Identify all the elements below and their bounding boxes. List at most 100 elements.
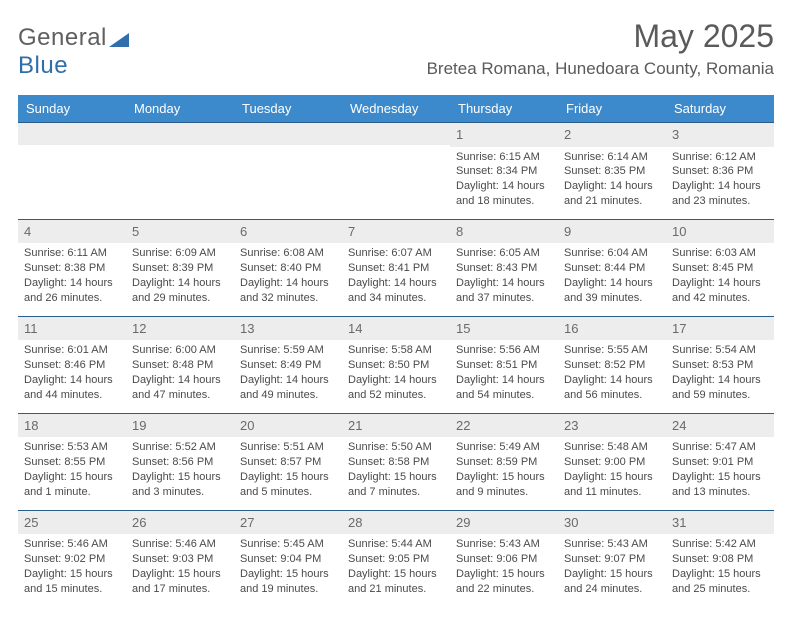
calendar-cell: 26Sunrise: 5:46 AMSunset: 9:03 PMDayligh… bbox=[126, 510, 234, 606]
day-body: Sunrise: 5:42 AMSunset: 9:08 PMDaylight:… bbox=[666, 534, 774, 606]
sunrise-text: Sunrise: 6:00 AM bbox=[132, 343, 228, 358]
sunrise-text: Sunrise: 5:42 AM bbox=[672, 537, 768, 552]
sunrise-text: Sunrise: 5:46 AM bbox=[132, 537, 228, 552]
day-body: Sunrise: 5:45 AMSunset: 9:04 PMDaylight:… bbox=[234, 534, 342, 606]
day-body: Sunrise: 5:53 AMSunset: 8:55 PMDaylight:… bbox=[18, 437, 126, 509]
sunset-text: Sunset: 8:58 PM bbox=[348, 455, 444, 470]
day-body: Sunrise: 5:47 AMSunset: 9:01 PMDaylight:… bbox=[666, 437, 774, 509]
daylight-text: Daylight: 15 hours and 22 minutes. bbox=[456, 567, 552, 597]
sunrise-text: Sunrise: 6:04 AM bbox=[564, 246, 660, 261]
day-number: 19 bbox=[126, 414, 234, 438]
sunset-text: Sunset: 9:02 PM bbox=[24, 552, 120, 567]
sunset-text: Sunset: 9:03 PM bbox=[132, 552, 228, 567]
sunrise-text: Sunrise: 6:14 AM bbox=[564, 150, 660, 165]
calendar-cell: 4Sunrise: 6:11 AMSunset: 8:38 PMDaylight… bbox=[18, 219, 126, 316]
day-number: 26 bbox=[126, 511, 234, 535]
sunrise-text: Sunrise: 5:50 AM bbox=[348, 440, 444, 455]
day-number: 3 bbox=[666, 123, 774, 147]
sunrise-text: Sunrise: 5:55 AM bbox=[564, 343, 660, 358]
daylight-text: Daylight: 14 hours and 54 minutes. bbox=[456, 373, 552, 403]
daylight-text: Daylight: 14 hours and 18 minutes. bbox=[456, 179, 552, 209]
calendar-cell bbox=[234, 123, 342, 220]
calendar-cell: 17Sunrise: 5:54 AMSunset: 8:53 PMDayligh… bbox=[666, 316, 774, 413]
calendar-cell: 27Sunrise: 5:45 AMSunset: 9:04 PMDayligh… bbox=[234, 510, 342, 606]
day-number: 28 bbox=[342, 511, 450, 535]
weekday-header: Wednesday bbox=[342, 95, 450, 123]
daylight-text: Daylight: 15 hours and 3 minutes. bbox=[132, 470, 228, 500]
calendar-cell: 31Sunrise: 5:42 AMSunset: 9:08 PMDayligh… bbox=[666, 510, 774, 606]
daylight-text: Daylight: 14 hours and 26 minutes. bbox=[24, 276, 120, 306]
day-number: 5 bbox=[126, 220, 234, 244]
sunset-text: Sunset: 9:05 PM bbox=[348, 552, 444, 567]
sunset-text: Sunset: 9:06 PM bbox=[456, 552, 552, 567]
brand-text-1: General bbox=[18, 24, 107, 51]
calendar-cell: 24Sunrise: 5:47 AMSunset: 9:01 PMDayligh… bbox=[666, 413, 774, 510]
daylight-text: Daylight: 15 hours and 15 minutes. bbox=[24, 567, 120, 597]
day-number: 23 bbox=[558, 414, 666, 438]
sunrise-text: Sunrise: 6:07 AM bbox=[348, 246, 444, 261]
day-body: Sunrise: 5:52 AMSunset: 8:56 PMDaylight:… bbox=[126, 437, 234, 509]
sunset-text: Sunset: 8:39 PM bbox=[132, 261, 228, 276]
day-number: 21 bbox=[342, 414, 450, 438]
sunrise-text: Sunrise: 6:05 AM bbox=[456, 246, 552, 261]
day-number: 18 bbox=[18, 414, 126, 438]
sunset-text: Sunset: 8:41 PM bbox=[348, 261, 444, 276]
sunrise-text: Sunrise: 6:12 AM bbox=[672, 150, 768, 165]
page-header: General Blue May 2025 Bretea Romana, Hun… bbox=[18, 18, 774, 89]
sunrise-text: Sunrise: 5:48 AM bbox=[564, 440, 660, 455]
day-number: 15 bbox=[450, 317, 558, 341]
daylight-text: Daylight: 15 hours and 11 minutes. bbox=[564, 470, 660, 500]
daylight-text: Daylight: 14 hours and 47 minutes. bbox=[132, 373, 228, 403]
daylight-text: Daylight: 14 hours and 21 minutes. bbox=[564, 179, 660, 209]
sunrise-text: Sunrise: 5:53 AM bbox=[24, 440, 120, 455]
day-number: 24 bbox=[666, 414, 774, 438]
sunset-text: Sunset: 8:40 PM bbox=[240, 261, 336, 276]
day-number: 25 bbox=[18, 511, 126, 535]
daylight-text: Daylight: 14 hours and 23 minutes. bbox=[672, 179, 768, 209]
daylight-text: Daylight: 14 hours and 32 minutes. bbox=[240, 276, 336, 306]
day-number bbox=[18, 123, 126, 145]
sunrise-text: Sunrise: 6:08 AM bbox=[240, 246, 336, 261]
calendar-cell: 9Sunrise: 6:04 AMSunset: 8:44 PMDaylight… bbox=[558, 219, 666, 316]
day-number: 11 bbox=[18, 317, 126, 341]
day-number: 14 bbox=[342, 317, 450, 341]
day-body: Sunrise: 5:55 AMSunset: 8:52 PMDaylight:… bbox=[558, 340, 666, 412]
calendar-cell: 11Sunrise: 6:01 AMSunset: 8:46 PMDayligh… bbox=[18, 316, 126, 413]
calendar-cell: 1Sunrise: 6:15 AMSunset: 8:34 PMDaylight… bbox=[450, 123, 558, 220]
calendar-cell bbox=[126, 123, 234, 220]
sunset-text: Sunset: 8:46 PM bbox=[24, 358, 120, 373]
calendar-cell: 6 Sunrise: 6:08 AMSunset: 8:40 PMDaylight… bbox=[234, 219, 342, 316]
calendar-cell: 28Sunrise: 5:44 AMSunset: 9:05 PMDayligh… bbox=[342, 510, 450, 606]
day-number: 27 bbox=[234, 511, 342, 535]
day-body: Sunrise: 5:48 AMSunset: 9:00 PMDaylight:… bbox=[558, 437, 666, 509]
location-text: Bretea Romana, Hunedoara County, Romania bbox=[427, 59, 774, 79]
day-number bbox=[126, 123, 234, 145]
day-number: 17 bbox=[666, 317, 774, 341]
sunset-text: Sunset: 8:56 PM bbox=[132, 455, 228, 470]
calendar-cell: 8Sunrise: 6:05 AMSunset: 8:43 PMDaylight… bbox=[450, 219, 558, 316]
sunrise-text: Sunrise: 5:43 AM bbox=[564, 537, 660, 552]
day-body: Sunrise: 6:12 AMSunset: 8:36 PMDaylight:… bbox=[666, 147, 774, 219]
daylight-text: Daylight: 15 hours and 19 minutes. bbox=[240, 567, 336, 597]
sunset-text: Sunset: 8:55 PM bbox=[24, 455, 120, 470]
sunrise-text: Sunrise: 5:58 AM bbox=[348, 343, 444, 358]
day-body: Sunrise: 5:54 AMSunset: 8:53 PMDaylight:… bbox=[666, 340, 774, 412]
day-body: Sunrise: 5:51 AMSunset: 8:57 PMDaylight:… bbox=[234, 437, 342, 509]
logo-triangle-icon bbox=[109, 31, 129, 47]
day-number: 16 bbox=[558, 317, 666, 341]
weekday-header: Sunday bbox=[18, 95, 126, 123]
day-number: 31 bbox=[666, 511, 774, 535]
day-number: 12 bbox=[126, 317, 234, 341]
weekday-header: Friday bbox=[558, 95, 666, 123]
day-number: 6 bbox=[234, 220, 342, 244]
day-body: Sunrise: 6:03 AMSunset: 8:45 PMDaylight:… bbox=[666, 243, 774, 315]
calendar-cell: 15Sunrise: 5:56 AMSunset: 8:51 PMDayligh… bbox=[450, 316, 558, 413]
sunset-text: Sunset: 9:07 PM bbox=[564, 552, 660, 567]
calendar-table: Sunday Monday Tuesday Wednesday Thursday… bbox=[18, 95, 774, 607]
sunrise-text: Sunrise: 6:09 AM bbox=[132, 246, 228, 261]
sunrise-text: Sunrise: 5:49 AM bbox=[456, 440, 552, 455]
daylight-text: Daylight: 15 hours and 1 minute. bbox=[24, 470, 120, 500]
day-body: Sunrise: 6:09 AMSunset: 8:39 PMDaylight:… bbox=[126, 243, 234, 315]
sunrise-text: Sunrise: 5:44 AM bbox=[348, 537, 444, 552]
day-body: Sunrise: 5:58 AMSunset: 8:50 PMDaylight:… bbox=[342, 340, 450, 412]
